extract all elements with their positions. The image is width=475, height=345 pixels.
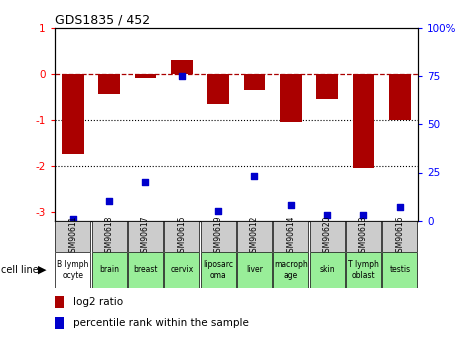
Bar [352, 73, 374, 168]
Bar [244, 73, 266, 90]
Point [214, 208, 222, 214]
Text: GSM90617: GSM90617 [141, 216, 150, 257]
Bar [280, 73, 302, 122]
Bar [128, 221, 163, 252]
Point [323, 212, 331, 218]
Text: brain: brain [99, 265, 119, 275]
Point [69, 216, 76, 221]
Bar [92, 221, 126, 252]
Text: B lymph
ocyte: B lymph ocyte [57, 260, 88, 280]
Text: ▶: ▶ [38, 265, 46, 275]
Point [287, 203, 294, 208]
Text: GSM90611: GSM90611 [68, 216, 77, 257]
Bar [382, 252, 417, 288]
Bar [346, 221, 381, 252]
Bar [346, 252, 381, 288]
Bar [98, 73, 120, 94]
Point [105, 199, 113, 204]
Text: T lymph
oblast: T lymph oblast [348, 260, 379, 280]
Text: GSM90620: GSM90620 [323, 216, 332, 257]
Bar [171, 60, 193, 73]
Bar [389, 73, 411, 120]
Bar [274, 252, 308, 288]
Bar [207, 73, 229, 104]
Text: liver: liver [246, 265, 263, 275]
Text: GSM90615: GSM90615 [177, 216, 186, 257]
Bar [92, 252, 126, 288]
Text: GDS1835 / 452: GDS1835 / 452 [55, 13, 150, 27]
Text: cervix: cervix [170, 265, 193, 275]
Text: breast: breast [133, 265, 158, 275]
Text: GSM90619: GSM90619 [214, 216, 223, 257]
Text: GSM90618: GSM90618 [104, 216, 114, 257]
Point [251, 174, 258, 179]
Bar [274, 221, 308, 252]
Bar [382, 221, 417, 252]
Bar [310, 252, 344, 288]
Bar [164, 221, 199, 252]
Bar [56, 221, 90, 252]
Text: log2 ratio: log2 ratio [73, 297, 123, 307]
Bar [316, 73, 338, 99]
Text: skin: skin [319, 265, 335, 275]
Point [396, 205, 404, 210]
Bar [55, 317, 64, 329]
Bar [55, 296, 64, 308]
Bar [201, 221, 236, 252]
Text: liposarc
oma: liposarc oma [203, 260, 233, 280]
Point [360, 212, 367, 218]
Bar [237, 252, 272, 288]
Text: GSM90614: GSM90614 [286, 216, 295, 257]
Bar [164, 252, 199, 288]
Bar [310, 221, 344, 252]
Text: cell line: cell line [1, 265, 38, 275]
Text: GSM90616: GSM90616 [395, 216, 404, 257]
Bar [62, 73, 84, 154]
Point [178, 73, 186, 79]
Text: percentile rank within the sample: percentile rank within the sample [73, 318, 249, 328]
Bar [128, 252, 163, 288]
Text: GSM90613: GSM90613 [359, 216, 368, 257]
Text: GSM90612: GSM90612 [250, 216, 259, 257]
Text: macroph
age: macroph age [274, 260, 308, 280]
Bar [134, 73, 156, 78]
Bar [237, 221, 272, 252]
Bar [56, 252, 90, 288]
Text: testis: testis [390, 265, 410, 275]
Point [142, 179, 149, 185]
Bar [201, 252, 236, 288]
